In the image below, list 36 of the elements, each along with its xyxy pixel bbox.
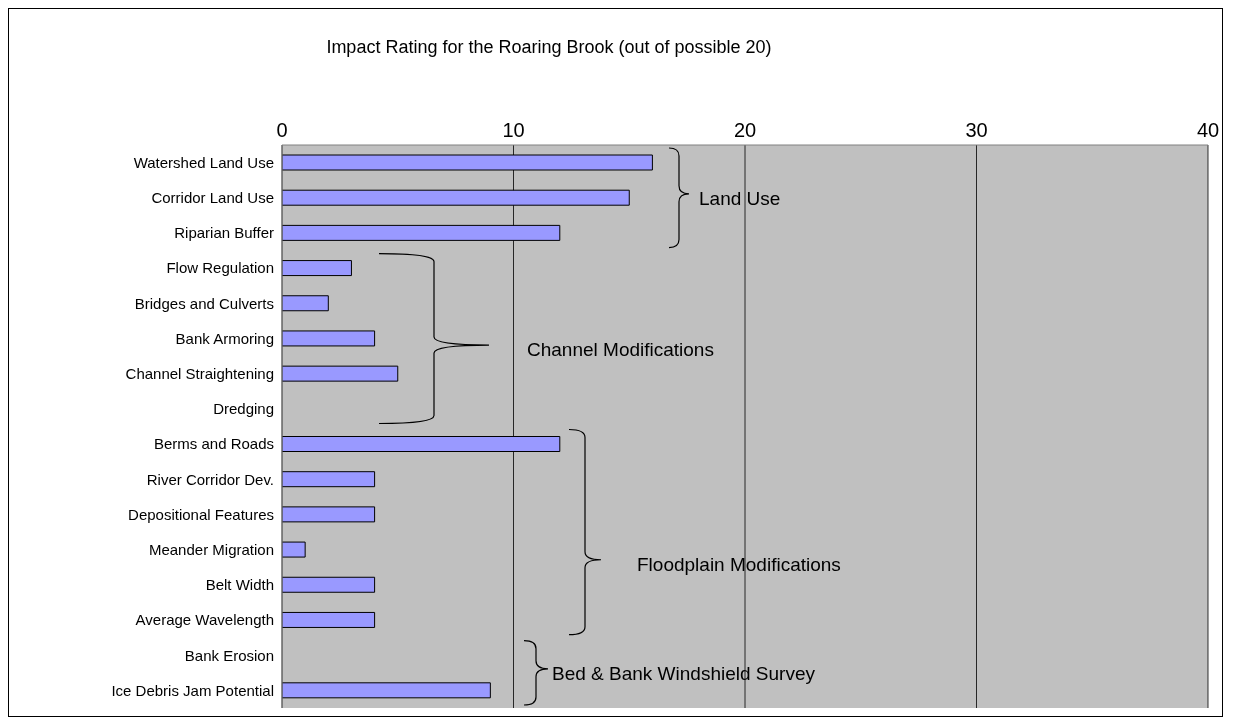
bar xyxy=(282,295,329,312)
y-tick-label: Flow Regulation xyxy=(166,259,274,277)
x-tick-label: 20 xyxy=(733,119,757,141)
y-tick-label: Belt Width xyxy=(205,576,274,594)
y-tick-label: Ice Debris Jam Potential xyxy=(111,681,274,699)
y-tick-label: Watershed Land Use xyxy=(133,153,274,171)
bar xyxy=(282,471,376,488)
annotation: Floodplain Modifications xyxy=(637,553,841,575)
bar xyxy=(282,330,376,347)
x-tick-label: 10 xyxy=(502,119,525,141)
bar xyxy=(282,260,352,277)
bar xyxy=(282,541,306,558)
bar xyxy=(282,611,376,628)
bar xyxy=(282,576,376,593)
y-tick-label: Bank Armoring xyxy=(175,329,274,347)
x-tick-label: 0 xyxy=(276,119,288,141)
y-tick-label: Dredging xyxy=(213,400,274,418)
bar xyxy=(282,682,491,699)
annotation: Channel Modifications xyxy=(527,339,714,361)
y-tick-label: Riparian Buffer xyxy=(174,224,274,242)
y-tick-label: Corridor Land Use xyxy=(151,189,274,207)
y-tick-label: Channel Straightening xyxy=(125,365,274,383)
y-tick-label: Depositional Features xyxy=(128,505,274,523)
chart-title: Impact Rating for the Roaring Brook (out of possible 20) xyxy=(326,37,772,57)
x-tick-label: 40 xyxy=(1196,119,1220,141)
y-tick-label: Meander Migration xyxy=(148,540,274,558)
y-tick-label: Bridges and Culverts xyxy=(134,294,274,312)
bar xyxy=(282,506,376,523)
annotation: Land Use xyxy=(699,187,781,209)
bar xyxy=(282,365,399,382)
y-tick-label: Average Wavelength xyxy=(135,611,274,629)
annotation: Bed & Bank Windshield Survey xyxy=(552,662,816,684)
y-tick-label: Berms and Roads xyxy=(153,435,274,453)
y-tick-label: Bank Erosion xyxy=(184,646,274,664)
y-tick-label: River Corridor Dev. xyxy=(146,470,274,488)
x-tick-label: 30 xyxy=(965,119,988,141)
